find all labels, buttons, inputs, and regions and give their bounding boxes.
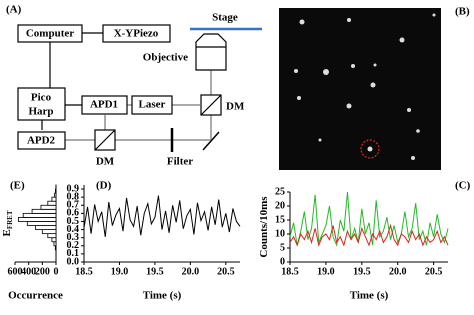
histogram-bar <box>47 233 57 239</box>
objective-label: Objective <box>143 52 188 64</box>
box-label: Pico <box>31 92 52 104</box>
panel-label: (E) <box>10 180 25 192</box>
y-tick-label: 0.6 <box>67 208 80 219</box>
y-tick-label: 0.5 <box>67 216 80 227</box>
y-label-main: Counts/10ms <box>258 196 270 258</box>
y-axis-label: Counts/10ms <box>258 196 270 258</box>
x-tick-label: 20.5 <box>425 266 443 277</box>
x-tick-label: 0 <box>54 266 59 277</box>
objective <box>195 33 227 71</box>
x-axis-label: Time (s) <box>350 290 389 302</box>
y-tick-label: 5 <box>280 242 285 253</box>
mirror-line <box>200 94 222 116</box>
histogram-bar <box>54 192 57 198</box>
histogram-bar <box>53 241 57 247</box>
stage-label: Stage <box>212 12 238 24</box>
mirror-line <box>94 129 116 151</box>
y-axis-label: EFRET <box>1 210 14 236</box>
panel-label: (C) <box>455 180 471 192</box>
y-tick-label: 15 <box>275 214 285 225</box>
apd1-box <box>81 95 128 115</box>
histogram-bar <box>47 200 57 206</box>
x-tick-label: 18.5 <box>75 266 93 277</box>
histogram-bar <box>41 229 57 235</box>
histogram-bar <box>54 245 57 251</box>
x-tick-label: 18.5 <box>281 266 299 277</box>
dm-label: DM <box>226 101 245 113</box>
y-tick-label: 25 <box>275 186 285 197</box>
box-label: X-YPiezo <box>114 28 159 40</box>
histogram-bar <box>18 217 57 222</box>
x-axis-label: Occurrence <box>8 290 63 302</box>
x-tick-label: 200 <box>35 266 50 277</box>
data-line <box>83 195 241 237</box>
filter-label: Filter <box>167 156 193 168</box>
box-label: Computer <box>26 28 74 40</box>
histogram-bar <box>40 204 57 210</box>
box-label: Harp <box>28 106 53 118</box>
x-tick-label: 19.5 <box>353 266 371 277</box>
y-label-main: E <box>1 229 13 236</box>
histogram-bar <box>31 208 57 214</box>
y-tick-label: 0 <box>280 256 285 267</box>
y-tick-label: 0.9 <box>67 183 80 194</box>
box-label: APD2 <box>27 135 56 147</box>
x-tick-label: 400 <box>21 266 36 277</box>
x-tick-label: 19.0 <box>317 266 335 277</box>
picoharp-box <box>17 87 66 121</box>
x-axis-label: Time (s) <box>143 290 182 302</box>
panel-label: (B) <box>455 6 470 18</box>
box-label: Laser <box>139 99 166 111</box>
histogram-bar <box>51 237 57 243</box>
histogram-bar <box>26 221 57 226</box>
histogram-bar <box>35 225 57 230</box>
piezo-box <box>102 24 171 43</box>
fluorescence-image <box>279 8 441 170</box>
y-tick-label: 0.2 <box>67 240 80 251</box>
y-tick-label: 0.0 <box>67 256 80 267</box>
y-tick-label: 0.4 <box>67 224 80 235</box>
y-tick-label: 10 <box>275 228 285 239</box>
x-tick-label: 19.5 <box>146 266 164 277</box>
data-line <box>289 191 449 248</box>
setup-diagram: Computer X-YPiezo Stage Objective Pico H… <box>17 12 262 168</box>
histogram-bar <box>55 188 57 194</box>
y-tick-label: 0.1 <box>67 248 80 259</box>
data-line <box>289 223 449 247</box>
apd2-box <box>17 131 66 150</box>
y-tick-label: 20 <box>275 200 285 211</box>
x-tick-label: 19.0 <box>111 266 129 277</box>
x-tick-label: 20.0 <box>389 266 407 277</box>
x-tick-label: 20.5 <box>217 266 235 277</box>
y-label-sub: FRET <box>6 210 14 229</box>
box-label: APD1 <box>90 99 118 111</box>
panel-label: (D) <box>96 180 112 192</box>
mirror <box>202 131 220 151</box>
y-tick-label: 0.7 <box>67 200 80 211</box>
histogram-bar <box>51 196 57 202</box>
laser-box <box>131 95 173 115</box>
histogram-bar <box>22 212 57 218</box>
y-tick-label: 0.3 <box>67 232 80 243</box>
computer-box <box>17 24 83 43</box>
x-tick-label: 600 <box>8 266 23 277</box>
y-tick-label: 0.8 <box>67 191 80 202</box>
x-tick-label: 20.0 <box>182 266 200 277</box>
dm-label: DM <box>96 156 115 168</box>
panel-label: (A) <box>6 4 22 16</box>
